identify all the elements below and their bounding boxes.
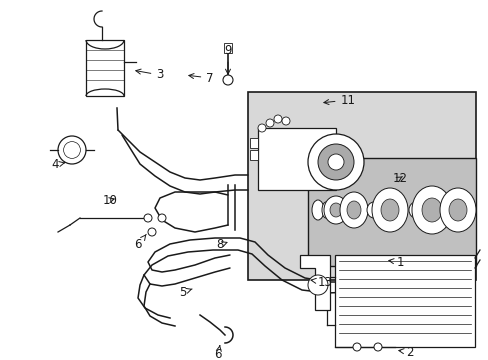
Bar: [307, 158, 475, 266]
Text: 10: 10: [102, 194, 117, 207]
Ellipse shape: [371, 188, 407, 232]
Bar: [224, 43, 231, 53]
Ellipse shape: [366, 202, 380, 218]
Circle shape: [63, 141, 80, 158]
Circle shape: [158, 214, 165, 222]
Text: 11: 11: [323, 94, 355, 107]
Bar: [86, 40, 124, 96]
Ellipse shape: [448, 199, 466, 221]
Bar: [247, 92, 475, 280]
Circle shape: [327, 154, 343, 170]
Circle shape: [273, 115, 282, 123]
Bar: [334, 255, 474, 347]
Circle shape: [143, 214, 152, 222]
Ellipse shape: [346, 201, 360, 219]
Text: 7: 7: [188, 72, 213, 85]
Text: 8: 8: [216, 238, 226, 252]
Circle shape: [58, 136, 86, 164]
Circle shape: [317, 144, 353, 180]
Circle shape: [265, 119, 273, 127]
Bar: [249, 150, 258, 160]
Text: 12: 12: [392, 171, 407, 184]
Text: 3: 3: [136, 68, 163, 81]
Text: 2: 2: [398, 346, 413, 359]
Ellipse shape: [439, 188, 475, 232]
Circle shape: [223, 75, 232, 85]
Text: 13: 13: [310, 275, 332, 288]
Circle shape: [352, 343, 360, 351]
Ellipse shape: [329, 203, 341, 217]
Ellipse shape: [321, 202, 329, 218]
Ellipse shape: [408, 202, 422, 218]
Bar: [249, 138, 258, 148]
Text: 5: 5: [179, 285, 192, 298]
Circle shape: [148, 228, 156, 236]
Text: 6: 6: [214, 346, 221, 360]
Ellipse shape: [411, 186, 451, 234]
Circle shape: [282, 117, 289, 125]
Text: 6: 6: [134, 234, 146, 252]
Text: 4: 4: [51, 158, 64, 171]
Text: 9: 9: [224, 44, 231, 74]
Ellipse shape: [380, 199, 398, 221]
Text: 1: 1: [388, 256, 403, 269]
Circle shape: [307, 134, 363, 190]
Ellipse shape: [311, 200, 324, 220]
Polygon shape: [299, 255, 329, 310]
Ellipse shape: [421, 198, 441, 222]
Circle shape: [373, 343, 381, 351]
Ellipse shape: [339, 192, 367, 228]
Ellipse shape: [324, 196, 347, 224]
Circle shape: [258, 124, 265, 132]
Bar: [258, 128, 335, 190]
Circle shape: [307, 275, 327, 295]
